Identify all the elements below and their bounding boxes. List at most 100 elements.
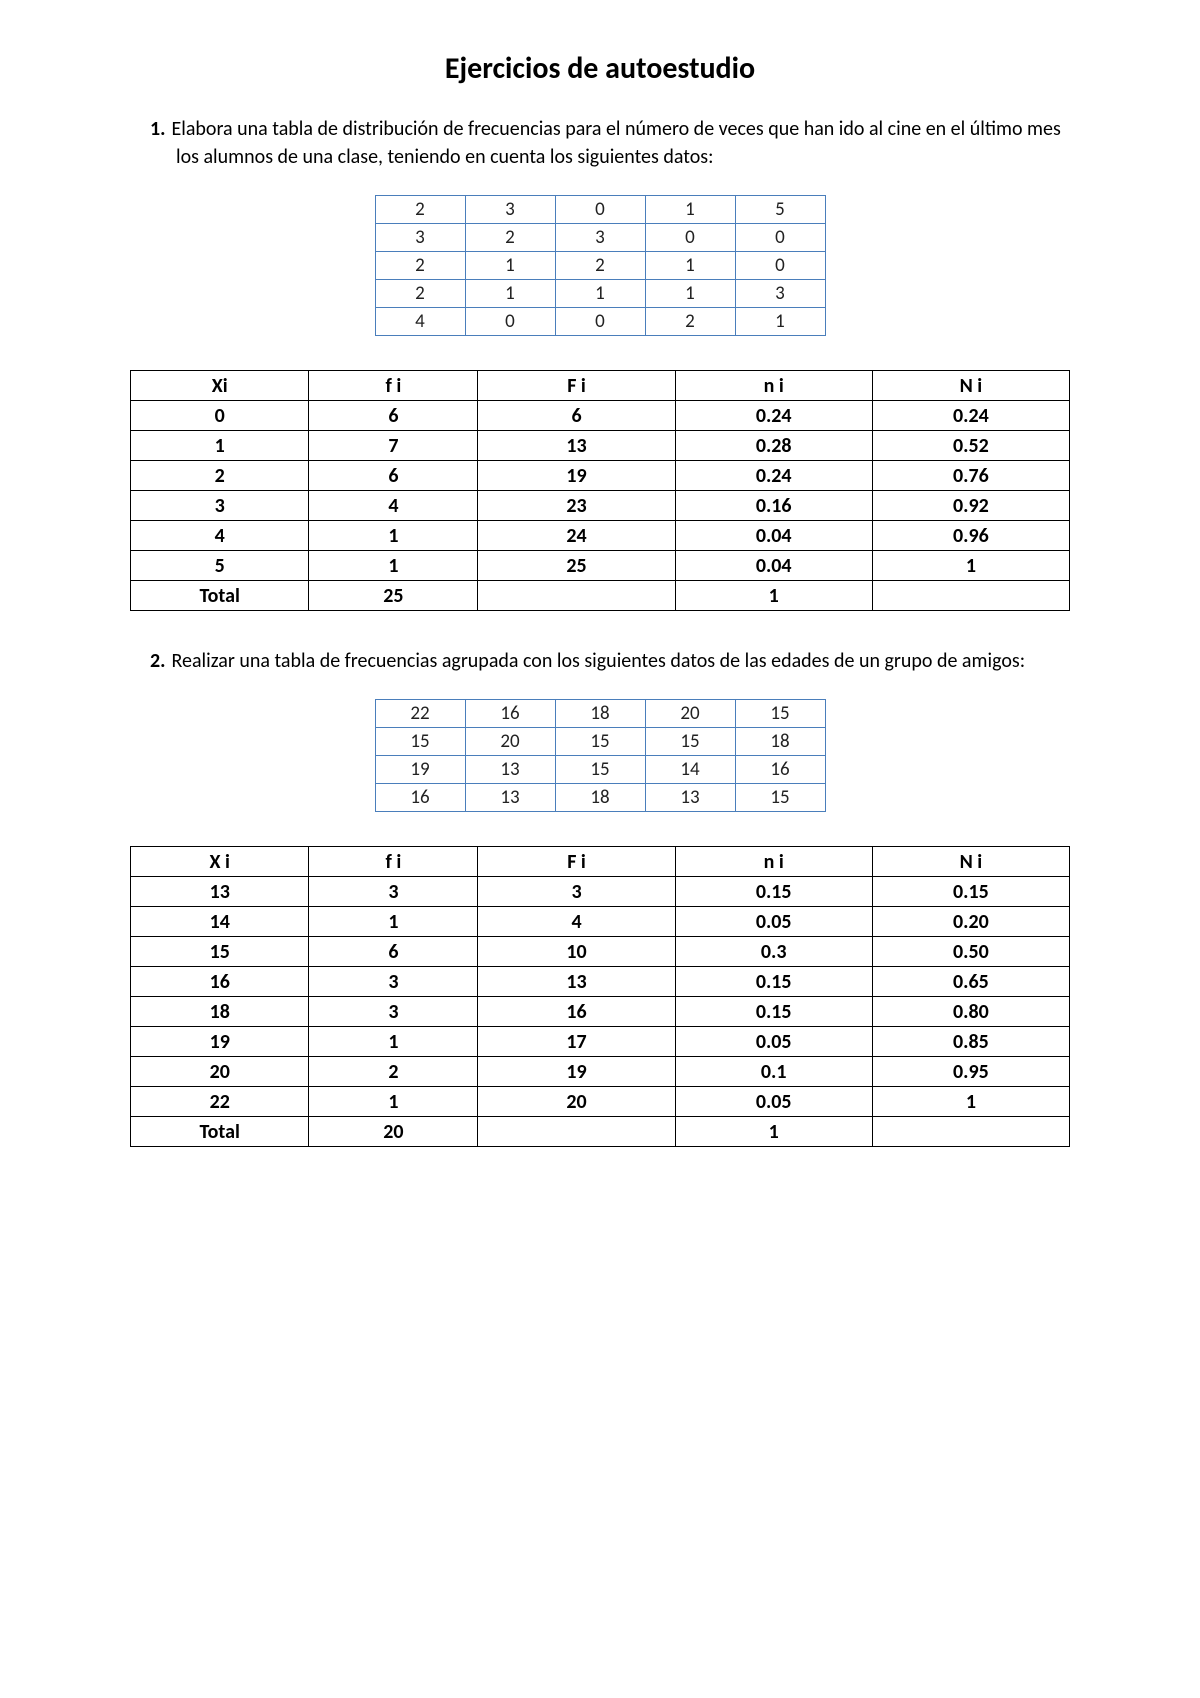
data-cell: 0 (555, 308, 645, 336)
freq-cell: 5 (131, 551, 309, 581)
freq-total-cell (872, 1117, 1069, 1147)
freq-cell: 23 (478, 491, 675, 521)
data-cell: 18 (555, 784, 645, 812)
freq-cell: 1 (309, 1087, 478, 1117)
freq-cell: 4 (309, 491, 478, 521)
freq-cell: 15 (131, 937, 309, 967)
data-cell: 2 (465, 224, 555, 252)
freq-cell: 0.1 (675, 1057, 872, 1087)
freq-cell: 2 (131, 461, 309, 491)
data-cell: 15 (735, 784, 825, 812)
freq-cell: 4 (131, 521, 309, 551)
exercise-1-freq-table: Xi f i F i n i N i 0660.240.2417130.280.… (130, 370, 1070, 611)
freq-total-cell (478, 1117, 675, 1147)
freq-cell: 0.24 (872, 401, 1069, 431)
exercise-1-text: Elabora una tabla de distribución de fre… (171, 117, 1060, 169)
data-cell: 16 (465, 700, 555, 728)
data-cell: 14 (645, 756, 735, 784)
exercise-2-freq-table: X i f i F i n i N i 13330.150.1514140.05… (130, 846, 1070, 1147)
data-cell: 1 (645, 196, 735, 224)
data-cell: 15 (645, 728, 735, 756)
freq-cell: 19 (131, 1027, 309, 1057)
data-cell: 20 (465, 728, 555, 756)
freq-total-cell: 1 (675, 581, 872, 611)
exercise-2-data-grid: 2216182015152015151819131514161613181315 (375, 699, 826, 812)
freq-cell: 6 (478, 401, 675, 431)
col-header-Fi-cum: F i (478, 847, 675, 877)
freq-cell: 1 (131, 431, 309, 461)
data-cell: 15 (555, 728, 645, 756)
freq-cell: 10 (478, 937, 675, 967)
data-cell: 2 (375, 280, 465, 308)
data-cell: 18 (735, 728, 825, 756)
col-header-fi: f i (309, 371, 478, 401)
data-cell: 0 (735, 224, 825, 252)
data-cell: 0 (465, 308, 555, 336)
data-cell: 15 (375, 728, 465, 756)
data-cell: 13 (465, 756, 555, 784)
freq-cell: 0.52 (872, 431, 1069, 461)
freq-cell: 13 (478, 431, 675, 461)
freq-cell: 0.50 (872, 937, 1069, 967)
exercise-2: 2.Realizar una tabla de frecuencias agru… (130, 647, 1070, 1147)
data-cell: 2 (645, 308, 735, 336)
freq-cell: 0.24 (675, 461, 872, 491)
freq-cell: 13 (131, 877, 309, 907)
freq-cell: 1 (872, 1087, 1069, 1117)
freq-cell: 0.15 (675, 997, 872, 1027)
col-header-xi: X i (131, 847, 309, 877)
freq-cell: 1 (309, 551, 478, 581)
data-cell: 1 (465, 280, 555, 308)
data-cell: 13 (645, 784, 735, 812)
freq-cell: 0.15 (872, 877, 1069, 907)
exercise-1-data-grid: 2301532300212102111340021 (375, 195, 826, 336)
data-cell: 1 (645, 252, 735, 280)
total-label: Total (131, 1117, 309, 1147)
col-header-ni: n i (675, 371, 872, 401)
freq-cell: 19 (478, 1057, 675, 1087)
freq-cell: 0.96 (872, 521, 1069, 551)
freq-cell: 3 (309, 967, 478, 997)
data-cell: 22 (375, 700, 465, 728)
data-cell: 2 (555, 252, 645, 280)
freq-cell: 0.16 (675, 491, 872, 521)
data-cell: 15 (735, 700, 825, 728)
data-cell: 1 (555, 280, 645, 308)
exercise-2-text: Realizar una tabla de frecuencias agrupa… (171, 649, 1025, 673)
freq-cell: 0.04 (675, 551, 872, 581)
page-title: Ejercicios de autoestudio (130, 50, 1070, 87)
freq-cell: 3 (309, 997, 478, 1027)
col-header-ni: n i (675, 847, 872, 877)
exercise-1-number: 1. (150, 117, 165, 141)
data-cell: 2 (375, 252, 465, 280)
freq-cell: 0.3 (675, 937, 872, 967)
data-cell: 1 (645, 280, 735, 308)
freq-cell: 17 (478, 1027, 675, 1057)
freq-cell: 0.65 (872, 967, 1069, 997)
freq-cell: 25 (478, 551, 675, 581)
freq-cell: 1 (872, 551, 1069, 581)
col-header-Ni-cum: N i (872, 371, 1069, 401)
freq-cell: 0.05 (675, 1027, 872, 1057)
freq-cell: 0.95 (872, 1057, 1069, 1087)
total-label: Total (131, 581, 309, 611)
data-cell: 15 (555, 756, 645, 784)
data-cell: 0 (645, 224, 735, 252)
freq-cell: 2 (309, 1057, 478, 1087)
exercise-2-prompt: 2.Realizar una tabla de frecuencias agru… (130, 647, 1070, 675)
freq-cell: 0.92 (872, 491, 1069, 521)
freq-cell: 0.05 (675, 1087, 872, 1117)
data-cell: 3 (465, 196, 555, 224)
data-cell: 0 (555, 196, 645, 224)
data-cell: 1 (735, 308, 825, 336)
freq-total-cell: 1 (675, 1117, 872, 1147)
freq-cell: 6 (309, 937, 478, 967)
freq-cell: 22 (131, 1087, 309, 1117)
freq-cell: 1 (309, 521, 478, 551)
freq-total-cell (478, 581, 675, 611)
data-cell: 3 (555, 224, 645, 252)
data-cell: 18 (555, 700, 645, 728)
freq-cell: 14 (131, 907, 309, 937)
freq-cell: 16 (478, 997, 675, 1027)
freq-cell: 16 (131, 967, 309, 997)
